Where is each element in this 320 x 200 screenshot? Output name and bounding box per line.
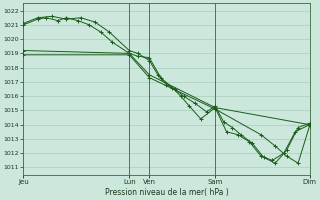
X-axis label: Pression niveau de la mer( hPa ): Pression niveau de la mer( hPa ) — [105, 188, 228, 197]
